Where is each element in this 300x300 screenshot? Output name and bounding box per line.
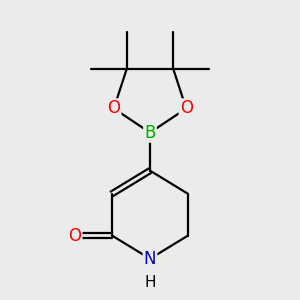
Text: N: N: [144, 250, 156, 268]
Text: B: B: [144, 124, 156, 142]
Text: O: O: [68, 226, 81, 244]
Text: O: O: [107, 100, 120, 118]
Text: O: O: [180, 100, 193, 118]
Text: H: H: [144, 275, 156, 290]
